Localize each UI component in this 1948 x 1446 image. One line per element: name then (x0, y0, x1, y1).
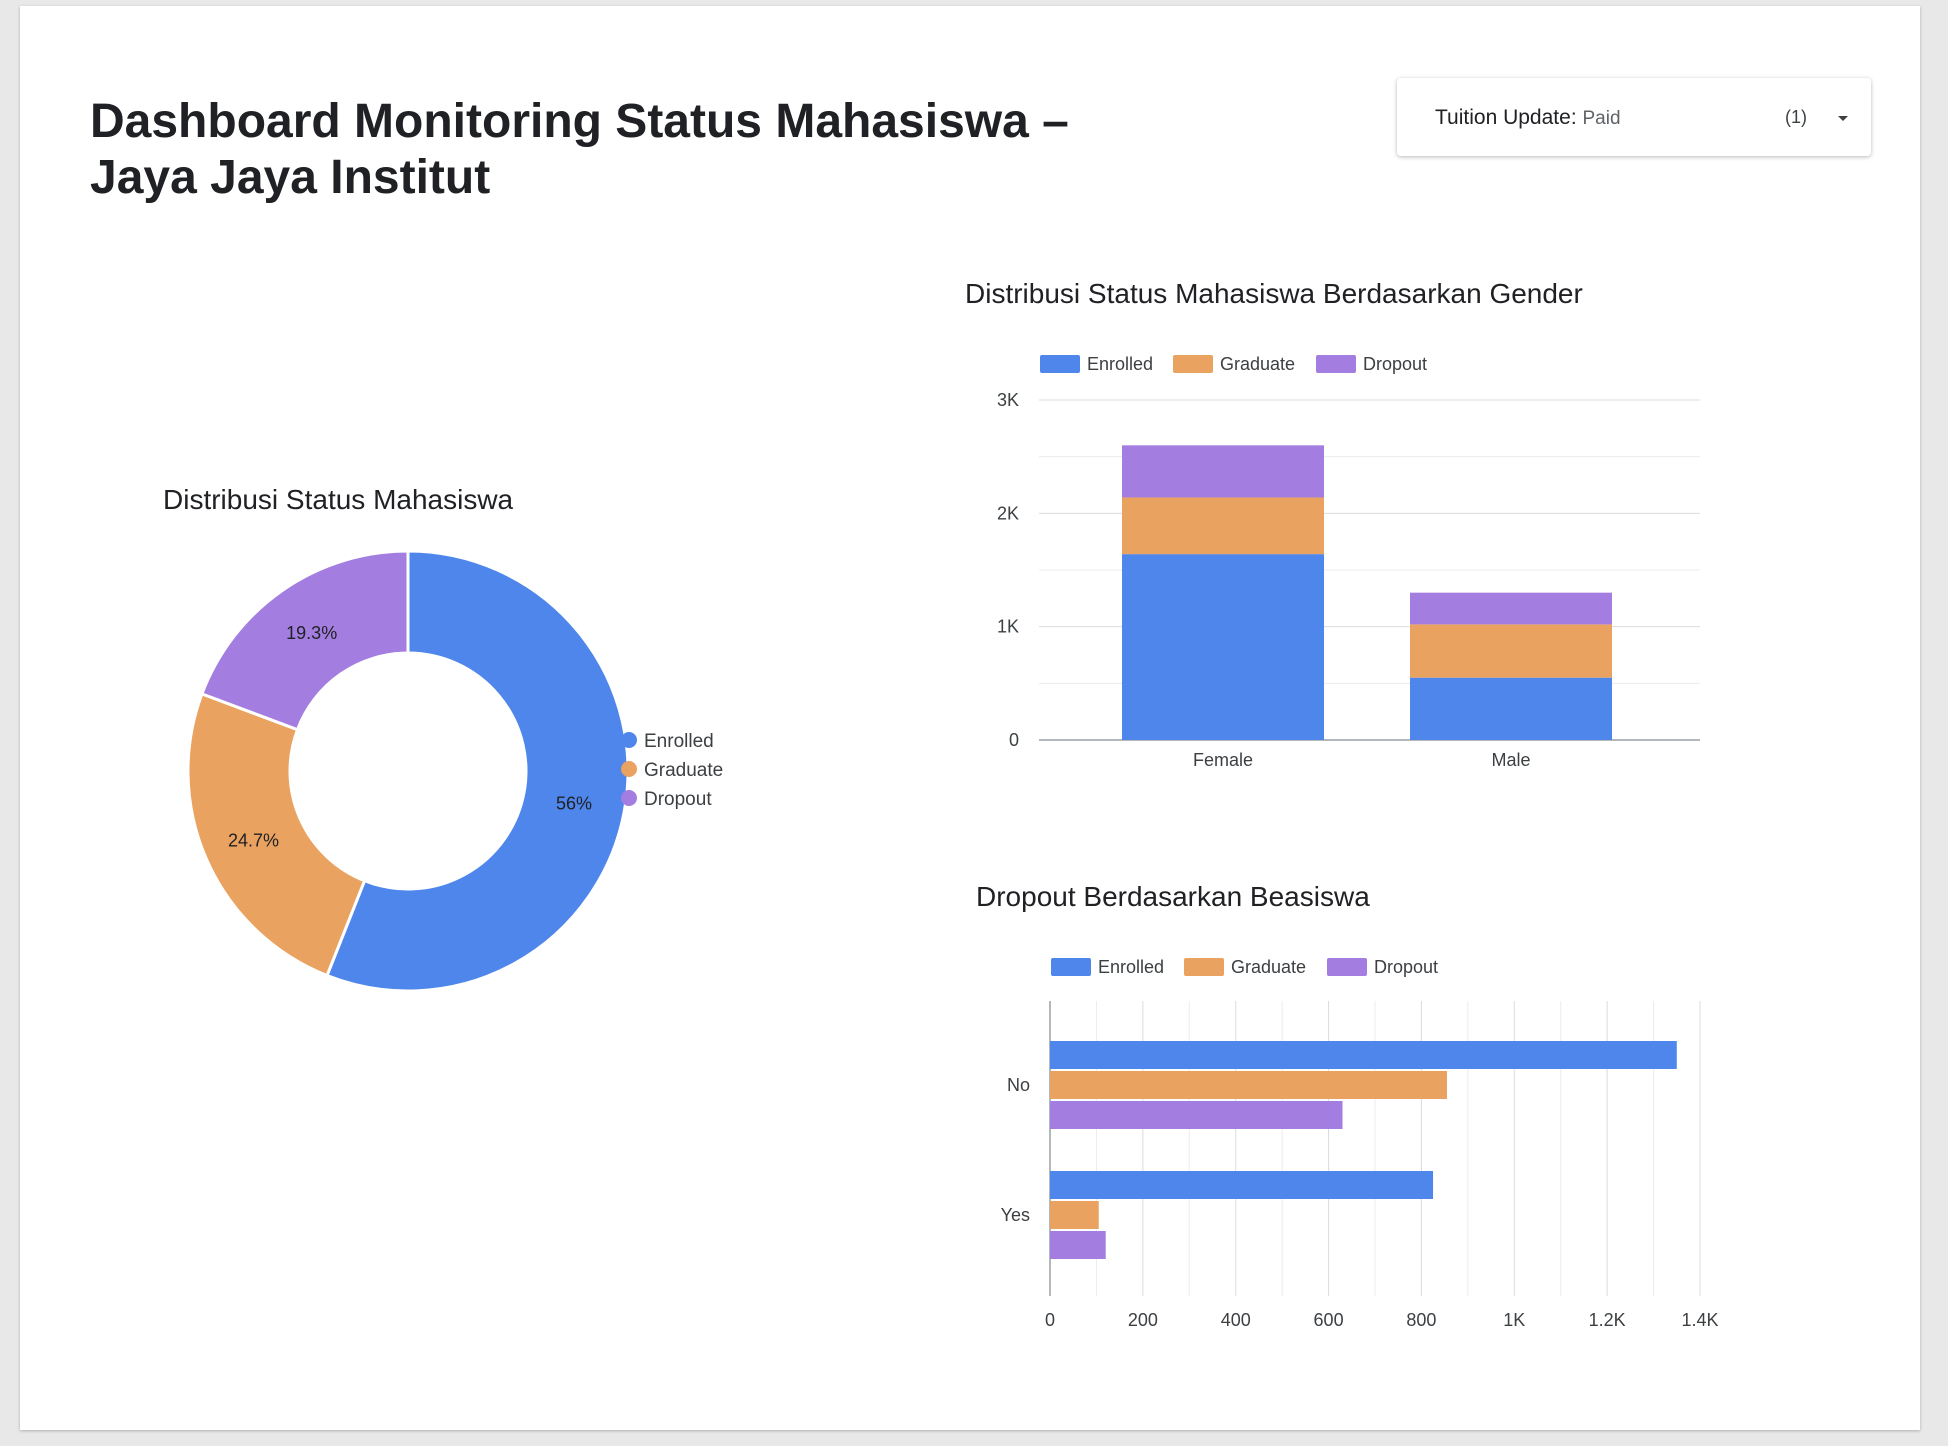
y-tick-label: 3K (997, 390, 1019, 410)
legend-label-dropout: Dropout (1374, 957, 1438, 977)
x-tick-label: 200 (1128, 1310, 1158, 1330)
page-title-line2: Jaya Jaya Institut (90, 151, 491, 204)
filter-value: Paid (1582, 108, 1621, 129)
x-tick-label: 800 (1406, 1310, 1436, 1330)
y-tick-label: 0 (1009, 730, 1019, 750)
bar-yes-enrolled (1050, 1171, 1434, 1199)
x-tick-label: 400 (1221, 1310, 1251, 1330)
legend-swatch-graduate (621, 761, 637, 777)
x-tick-label: 0 (1045, 1310, 1055, 1330)
filter-label: Tuition Update (1435, 106, 1571, 129)
dashboard-page: Dashboard Monitoring Status Mahasiswa – … (20, 6, 1920, 1430)
bar-no-graduate (1050, 1071, 1447, 1099)
page-title: Dashboard Monitoring Status Mahasiswa – … (90, 94, 1140, 206)
x-tick-label: 600 (1314, 1310, 1344, 1330)
legend-label-dropout: Dropout (644, 789, 712, 810)
y-tick-label: 1K (997, 617, 1019, 637)
bar-no-dropout (1050, 1101, 1343, 1129)
legend-label-graduate: Graduate (1231, 957, 1306, 977)
x-tick-label: Female (1193, 750, 1253, 770)
bar-no-enrolled (1050, 1041, 1677, 1069)
y-tick-label: 2K (997, 503, 1019, 523)
donut-chart: 56% 24.7% 19.3% Enrolled Graduate Dropout (186, 549, 723, 993)
bar-female-graduate (1122, 497, 1324, 555)
legend-label-graduate: Graduate (1220, 354, 1295, 374)
bar-female-enrolled (1122, 554, 1324, 740)
donut-data-label: 19.3% (286, 623, 337, 643)
bar-female-dropout (1122, 445, 1324, 498)
tuition-update-filter[interactable]: Tuition Update: Paid (1) (1397, 78, 1871, 156)
y-tick-label: Yes (1001, 1205, 1030, 1225)
donut-slice-graduate (186, 691, 367, 978)
y-tick-label: No (1007, 1075, 1030, 1095)
donut-data-label: 56% (556, 794, 592, 814)
filter-label-wrap: Tuition Update: Paid (1435, 106, 1621, 129)
dropdown-caret-icon (1838, 116, 1848, 121)
legend-swatch-enrolled (1051, 958, 1091, 976)
donut-chart-title: Distribusi Status Mahasiswa (163, 484, 514, 515)
legend-swatch-dropout (1316, 355, 1356, 373)
legend-label-enrolled: Enrolled (644, 731, 714, 752)
legend-swatch-dropout (621, 790, 637, 806)
donut-slice-dropout (200, 549, 410, 732)
bar-male-enrolled (1410, 677, 1612, 740)
legend-swatch-graduate (1184, 958, 1224, 976)
legend-label-enrolled: Enrolled (1087, 354, 1153, 374)
bar-yes-dropout (1050, 1231, 1106, 1259)
donut-slice-enrolled (325, 549, 630, 993)
legend-swatch-enrolled (1040, 355, 1080, 373)
gender-stacked-bar-chart: 0 1K 2K 3K Female Male Enrolled Graduate Dropout (997, 354, 1700, 770)
legend-label-enrolled: Enrolled (1098, 957, 1164, 977)
legend-label-dropout: Dropout (1363, 354, 1427, 374)
scholarship-chart-title: Dropout Berdasarkan Beasiswa (976, 881, 1370, 912)
x-tick-label: 1.2K (1589, 1310, 1626, 1330)
legend-swatch-graduate (1173, 355, 1213, 373)
x-tick-label: 1K (1503, 1310, 1525, 1330)
legend-swatch-dropout (1327, 958, 1367, 976)
x-tick-label: 1.4K (1681, 1310, 1718, 1330)
donut-data-label: 24.7% (228, 831, 279, 851)
bar-male-dropout (1410, 592, 1612, 625)
bar-male-graduate (1410, 624, 1612, 678)
filter-count: (1) (1785, 107, 1807, 127)
legend-label-graduate: Graduate (644, 760, 723, 781)
page-title-line1: Dashboard Monitoring Status Mahasiswa – (90, 95, 1069, 148)
bar-yes-graduate (1050, 1201, 1099, 1229)
legend-swatch-enrolled (621, 732, 637, 748)
x-tick-label: Male (1491, 750, 1530, 770)
scholarship-bar-chart: 0 200 400 600 800 1K 1.2K 1.4K No Yes Enrolled Grad… (1001, 957, 1719, 1330)
gender-chart-title: Distribusi Status Mahasiswa Berdasarkan … (965, 278, 1583, 309)
